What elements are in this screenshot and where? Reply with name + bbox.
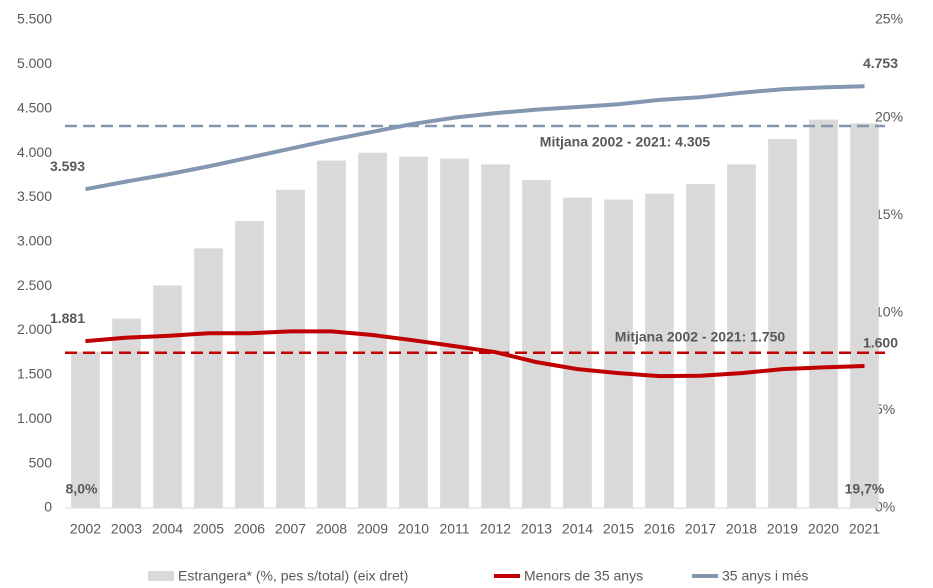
x-tick-label: 2004 (152, 521, 183, 537)
bar (481, 164, 510, 508)
x-tick-label: 2014 (562, 521, 593, 537)
x-tick-label: 2002 (70, 521, 101, 537)
bar (399, 156, 428, 508)
x-tick-label: 2018 (726, 521, 757, 537)
bar (850, 123, 879, 509)
x-tick-label: 2005 (193, 521, 224, 537)
bar (686, 183, 715, 508)
y2-tick-label: 5% (875, 401, 895, 417)
y-tick-label: 0 (44, 499, 52, 515)
average-label: Mitjana 2002 - 2021: 4.305 (540, 134, 711, 150)
bar (440, 158, 469, 509)
data-label: 8,0% (66, 481, 98, 497)
legend-label: 35 anys i més (722, 568, 808, 584)
y-tick-label: 1.000 (17, 410, 52, 426)
y-tick-label: 4.500 (17, 99, 52, 115)
x-tick-label: 2010 (398, 521, 429, 537)
data-label: 4.753 (863, 55, 898, 71)
data-label: 3.593 (50, 158, 85, 174)
x-tick-label: 2011 (439, 521, 469, 537)
bar (522, 180, 551, 508)
bar (358, 152, 387, 508)
y-tick-label: 2.500 (17, 277, 52, 293)
line (85, 84, 865, 192)
x-tick-label: 2020 (808, 521, 839, 537)
x-tick-label: 2006 (234, 521, 265, 537)
x-tick-label: 2019 (767, 521, 798, 537)
data-label: 1.881 (50, 310, 85, 326)
bar (768, 139, 797, 508)
y-tick-label: 5.000 (17, 55, 52, 71)
bar (727, 164, 756, 508)
bar (809, 119, 838, 508)
bar (276, 189, 305, 508)
x-tick-label: 2016 (644, 521, 675, 537)
x-tick-label: 2003 (111, 521, 142, 537)
y-tick-label: 4.000 (17, 144, 52, 160)
bar (317, 160, 346, 508)
y2-tick-label: 0% (875, 499, 895, 515)
x-tick-label: 2012 (480, 521, 511, 537)
y-tick-label: 500 (29, 454, 53, 470)
data-label: 19,7% (845, 481, 885, 497)
y-tick-label: 2.000 (17, 321, 52, 337)
x-tick-label: 2013 (521, 521, 552, 537)
y2-tick-label: 15% (875, 206, 903, 222)
legend-label: Menors de 35 anys (524, 568, 643, 584)
y2-tick-label: 25% (875, 11, 903, 27)
data-label: 1.600 (863, 335, 898, 351)
legend-label: Estrangera* (%, pes s/total) (eix dret) (178, 568, 408, 584)
bar (112, 318, 141, 508)
x-tick-label: 2015 (603, 521, 634, 537)
bar (71, 351, 100, 508)
bar (645, 193, 674, 508)
bar (194, 248, 223, 508)
y2-tick-label: 10% (875, 304, 903, 320)
y-tick-label: 1.500 (17, 366, 52, 382)
legend-swatch (148, 571, 174, 581)
y-tick-label: 3.500 (17, 188, 52, 204)
y-tick-label: 3.000 (17, 233, 52, 249)
x-tick-label: 2017 (685, 521, 716, 537)
x-tick-label: 2009 (357, 521, 388, 537)
bar (235, 221, 264, 508)
x-tick-label: 2021 (849, 521, 880, 537)
x-tick-label: 2008 (316, 521, 347, 537)
y-tick-label: 5.500 (17, 11, 52, 27)
average-label: Mitjana 2002 - 2021: 1.750 (615, 328, 786, 344)
line (85, 329, 865, 379)
x-tick-label: 2007 (275, 521, 306, 537)
y2-tick-label: 20% (875, 108, 903, 124)
bar (153, 285, 182, 508)
